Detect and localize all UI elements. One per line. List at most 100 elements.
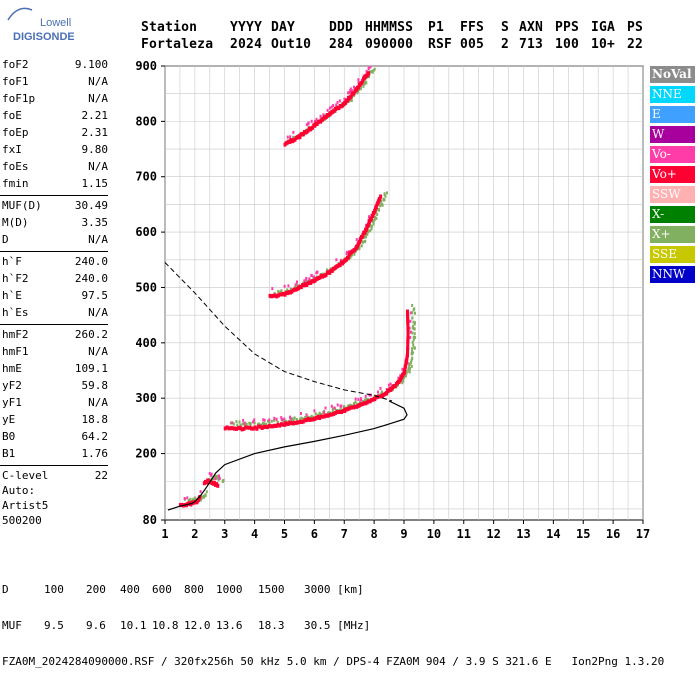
legend-item-x-: X+ bbox=[650, 226, 695, 243]
echo-mark-vo-minus bbox=[399, 374, 402, 378]
echo-mark-ordinary bbox=[240, 427, 244, 432]
echo-mark-extraordinary bbox=[249, 421, 252, 425]
topside-profile-curve bbox=[164, 262, 393, 402]
parameter-name: MUF(D) bbox=[2, 199, 42, 212]
echo-mark-vo-minus bbox=[310, 119, 313, 123]
echo-mark-extraordinary bbox=[277, 289, 280, 293]
echo-mark-extraordinary bbox=[412, 343, 415, 347]
echo-mark-ordinary bbox=[406, 332, 410, 337]
echo-mark-extraordinary bbox=[348, 99, 351, 103]
echo-mark-ordinary bbox=[324, 272, 328, 277]
echo-mark-extraordinary bbox=[212, 477, 215, 481]
distance-value: 100 bbox=[44, 583, 64, 596]
echo-mark-ordinary bbox=[403, 369, 406, 374]
echo-mark-extraordinary bbox=[383, 198, 386, 202]
echo-mark-ordinary bbox=[291, 421, 295, 426]
echo-mark-ordinary bbox=[298, 419, 302, 424]
auto-program: Artist5 bbox=[2, 499, 49, 512]
legend-item-nnw: NNW bbox=[650, 266, 695, 283]
echo-mark-extraordinary bbox=[365, 397, 368, 401]
parameter-row: hmF1 N/A bbox=[0, 345, 108, 362]
echo-mark-ordinary bbox=[275, 294, 279, 299]
parameter-name: h`F2 bbox=[2, 272, 29, 285]
header-label-6: FFS bbox=[460, 20, 485, 35]
echo-mark-vo-minus bbox=[365, 70, 368, 74]
echo-mark-ordinary bbox=[249, 426, 253, 431]
echo-mark-ordinary bbox=[281, 422, 285, 427]
parameter-value: 22 bbox=[94, 469, 108, 482]
echo-mark-ordinary bbox=[322, 414, 326, 419]
echo-mark-vo-minus bbox=[319, 114, 322, 118]
echo-mark-extraordinary bbox=[412, 338, 415, 342]
parameter-name: B1 bbox=[2, 447, 16, 460]
echo-mark-extraordinary bbox=[411, 311, 414, 315]
echo-mark-ordinary bbox=[225, 425, 229, 430]
parameter-separator bbox=[0, 324, 108, 325]
echo-mark-ordinary bbox=[278, 423, 282, 428]
echo-mark-extraordinary bbox=[189, 497, 192, 501]
echo-mark-extraordinary bbox=[413, 346, 416, 350]
echo-mark-ordinary bbox=[288, 420, 292, 425]
echo-mark-extraordinary bbox=[192, 497, 195, 501]
echo-mark-ordinary bbox=[330, 412, 334, 417]
auto-version: 500200 bbox=[2, 514, 42, 527]
echo-mark-ordinary bbox=[295, 420, 299, 425]
echo-mark-ordinary bbox=[248, 425, 252, 430]
echo-mark-extraordinary bbox=[370, 227, 373, 231]
echo-mark-ordinary bbox=[271, 293, 275, 298]
echo-mark-ordinary bbox=[406, 319, 410, 324]
echo-mark-ordinary bbox=[285, 421, 289, 426]
echo-mark-ordinary bbox=[332, 411, 336, 416]
echo-mark-extraordinary bbox=[273, 418, 276, 422]
y-tick-label: 80 bbox=[143, 513, 157, 527]
echo-mark-vo-minus bbox=[354, 397, 357, 401]
echo-mark-extraordinary bbox=[273, 291, 276, 295]
echo-mark-extraordinary bbox=[413, 307, 416, 311]
echo-mark-vo-minus bbox=[377, 390, 380, 394]
parameter-value: N/A bbox=[88, 345, 108, 358]
parameter-name: M(D) bbox=[2, 216, 29, 229]
header-value-3: 284 bbox=[329, 37, 354, 52]
echo-mark-ordinary bbox=[357, 240, 361, 245]
parameter-name: yE bbox=[2, 413, 16, 426]
header-value-0: Fortaleza bbox=[141, 37, 214, 52]
echo-mark-vo-minus bbox=[268, 418, 271, 422]
echo-mark-extraordinary bbox=[291, 417, 294, 421]
header-label-3: DDD bbox=[329, 20, 354, 35]
trace-f2-2nd-hop bbox=[268, 191, 388, 299]
distance-value: 600 bbox=[152, 583, 172, 596]
y-tick-label: 900 bbox=[135, 59, 157, 73]
echo-mark-ordinary bbox=[290, 421, 294, 426]
echo-mark-ordinary bbox=[374, 205, 378, 210]
echo-mark-extraordinary bbox=[351, 252, 354, 256]
header-value-7: 2 bbox=[501, 37, 510, 52]
echo-mark-ordinary bbox=[346, 255, 350, 260]
echo-mark-extraordinary bbox=[356, 91, 359, 95]
echo-mark-ordinary bbox=[369, 216, 373, 221]
echo-mark-vo-minus bbox=[350, 88, 353, 92]
parameter-name: foEs bbox=[2, 160, 29, 173]
echo-mark-extraordinary bbox=[350, 98, 353, 102]
echo-mark-vo-minus bbox=[283, 284, 286, 288]
parameter-row: foEs N/A bbox=[0, 160, 108, 177]
echo-mark-vo-minus bbox=[360, 398, 363, 402]
echo-mark-vo-minus bbox=[369, 65, 372, 69]
echo-mark-ordinary bbox=[318, 416, 322, 421]
echo-mark-extraordinary bbox=[411, 357, 414, 361]
echo-mark-extraordinary bbox=[304, 415, 307, 419]
echo-mark-ordinary bbox=[306, 416, 310, 421]
trace-f2-3rd-hop bbox=[283, 65, 376, 147]
echo-mark-ordinary bbox=[321, 414, 325, 419]
echo-mark-extraordinary bbox=[262, 421, 265, 425]
header-label-0: Station bbox=[141, 20, 198, 35]
legend-item-ssw: SSW bbox=[650, 186, 695, 203]
echo-mark-extraordinary bbox=[266, 419, 269, 423]
parameter-row: h`F 240.0 bbox=[0, 255, 108, 272]
echo-mark-ordinary bbox=[265, 425, 269, 430]
echo-mark-extraordinary bbox=[204, 493, 207, 497]
echo-mark-vo-minus bbox=[406, 361, 409, 365]
distance-value: 3000 [km] bbox=[304, 583, 364, 596]
echo-mark-ordinary bbox=[340, 410, 344, 415]
echo-mark-extraordinary bbox=[265, 422, 268, 426]
echo-mark-ordinary bbox=[305, 418, 309, 423]
